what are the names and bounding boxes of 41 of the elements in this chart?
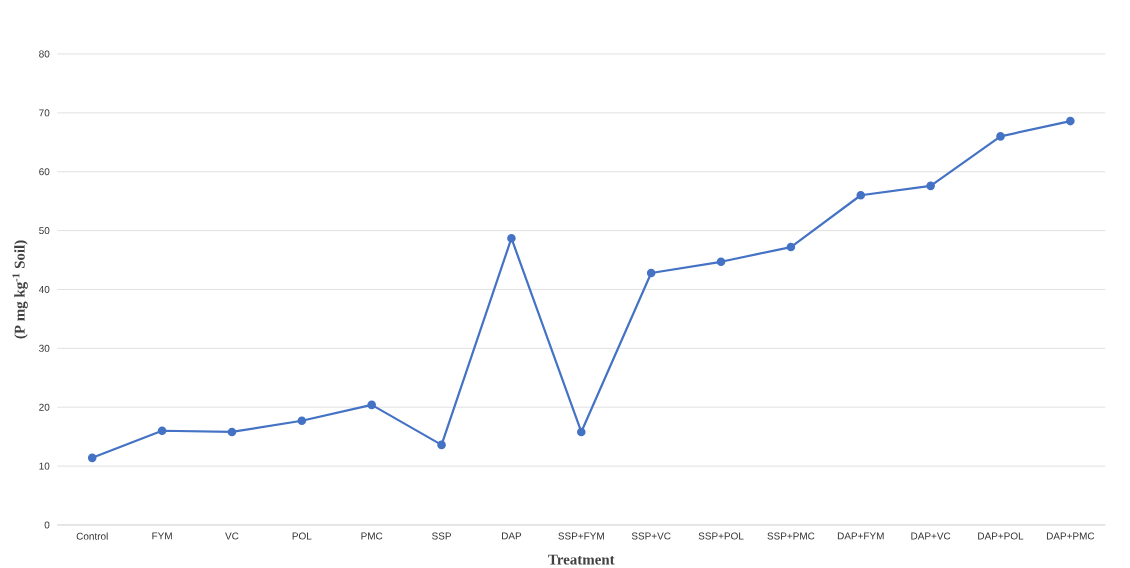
x-tick-label: DAP+PMC [1046, 532, 1095, 540]
y-tick-label: 10 [39, 462, 50, 470]
x-tick-label: FYM [152, 532, 172, 540]
y-tick-label: 70 [39, 109, 50, 117]
y-tick-label: 80 [39, 50, 50, 58]
x-tick-label: PMC [361, 532, 383, 540]
y-axis-title: (P mg kg$^{-1}$ Soil) [12, 240, 28, 339]
point [576, 427, 586, 437]
point [996, 132, 1005, 141]
point [646, 268, 656, 278]
point [227, 427, 237, 437]
y-tick-label: 60 [39, 168, 50, 176]
point [716, 257, 726, 267]
x-tick-label: Control [76, 532, 108, 540]
y-tick-label: 20 [39, 403, 50, 411]
x-tick-label: SSP+FYM [558, 532, 604, 540]
x-tick-label: POL [292, 532, 312, 540]
point [437, 440, 446, 450]
x-tick-label: SSP+VC [631, 532, 671, 540]
point [297, 416, 307, 426]
y-tick-label: 0 [44, 521, 50, 529]
x-tick-label: SSP [432, 532, 452, 540]
x-tick-label: DAP+FYM [837, 532, 884, 540]
point [1066, 116, 1075, 126]
point [856, 191, 866, 200]
y-tick-label: 30 [39, 344, 50, 352]
x-tick-label: DAP+VC [911, 532, 951, 540]
point [367, 400, 376, 410]
x-tick-label: DAP [502, 532, 522, 540]
point [157, 426, 167, 436]
point [926, 181, 935, 191]
x-axis-title: Treatment [548, 554, 615, 565]
point [507, 233, 516, 243]
y-tick-label: 40 [38, 285, 50, 294]
x-tick-label: DAP+POL [978, 532, 1024, 540]
y-tick-label: 50 [39, 227, 50, 235]
x-tick-label: SSP+PMC [767, 532, 815, 540]
x-tick-label: SSP+POL [698, 532, 744, 540]
x-tick-label: VC [225, 532, 239, 540]
point [786, 242, 796, 252]
point [87, 453, 97, 463]
